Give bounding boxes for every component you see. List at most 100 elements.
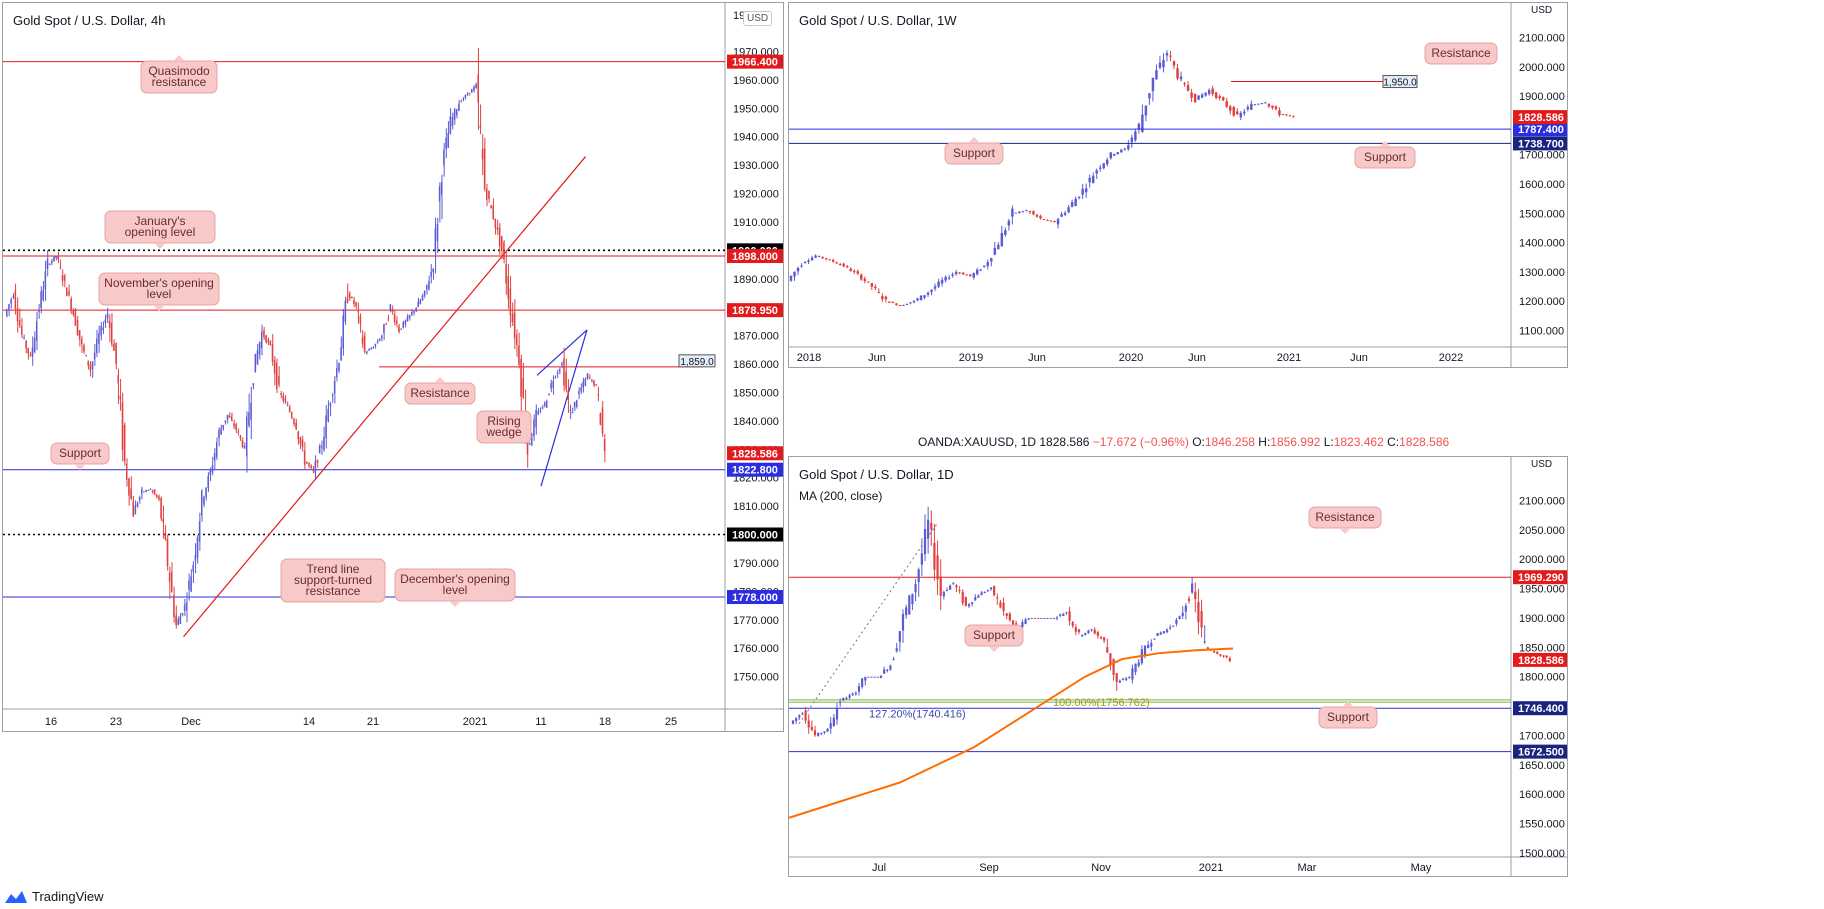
d1-candle	[1121, 679, 1125, 681]
h4-candle	[246, 416, 248, 457]
annotation-resistance: Resistance	[1431, 46, 1491, 60]
h4-candle	[188, 580, 190, 590]
x-tick-label: Nov	[1091, 862, 1111, 874]
h4-candle	[271, 344, 274, 362]
h4-candle	[453, 109, 456, 120]
w1-candle	[902, 304, 905, 306]
h4-candle	[327, 408, 329, 422]
h4-candle	[194, 555, 197, 561]
h4-candle	[449, 116, 452, 134]
h4-candle	[117, 375, 119, 384]
annotation-resistance: Resistance	[410, 386, 470, 400]
w1-candle	[895, 303, 898, 306]
d1-candle	[949, 585, 952, 590]
h4-candle	[70, 298, 72, 311]
w1-candle	[1014, 212, 1018, 214]
y-tick-label: 2050.000	[1519, 525, 1565, 537]
h4-candle	[389, 304, 392, 310]
d1-candle	[873, 676, 876, 678]
annotation-support-bottom-pointer	[1342, 701, 1354, 707]
d1-candle	[958, 590, 961, 592]
level-price-tag: 1969.290	[1518, 572, 1564, 584]
w1-candle	[874, 286, 877, 289]
h4-candle	[66, 287, 68, 297]
w1-candle	[1257, 103, 1260, 105]
h4-candle	[490, 205, 492, 209]
currency-badge[interactable]: USD	[743, 11, 773, 26]
d1-candle	[961, 591, 964, 603]
d1-candle	[911, 593, 914, 605]
ma-indicator-label[interactable]: MA (200, close)	[799, 489, 883, 503]
h4-candle	[111, 322, 113, 345]
h4-candle	[224, 420, 227, 423]
d1-candle	[1159, 632, 1162, 635]
w1-candle	[1056, 219, 1060, 225]
h4-candle	[552, 381, 554, 388]
w1-candle	[1074, 198, 1077, 207]
h4-candle	[543, 402, 546, 406]
chart-1w[interactable]: USD 1100.000 1200.000 1300.000 1400.000 1500.…	[788, 2, 1568, 368]
chart-1d[interactable]: USD 1500.000 1550.000 1600.000 1650.000 1700.…	[788, 456, 1568, 877]
h4-candle	[243, 445, 246, 448]
h4-candle	[138, 496, 141, 501]
d1-candle	[798, 715, 801, 718]
w1-candle	[828, 259, 831, 261]
h4-candle	[267, 339, 269, 343]
w1-candle	[810, 257, 814, 261]
support-price-tag-bg	[1513, 136, 1567, 151]
h4-candle	[466, 94, 469, 96]
h4-candle	[261, 331, 263, 349]
w1-candle	[912, 300, 916, 303]
annotation-rising-wedge: Rising	[487, 414, 520, 428]
w1-candle	[1218, 96, 1221, 99]
h4-candle	[366, 351, 368, 354]
chart-4h[interactable]: 1750.0001760.0001770.0001780.0001790.000…	[2, 2, 784, 732]
d1-candle	[1030, 617, 1033, 619]
h4-candle	[102, 327, 104, 331]
footer-brand[interactable]: TradingView	[4, 889, 104, 904]
x-tick-label: 2021	[1199, 862, 1223, 874]
w1-candle	[919, 295, 923, 301]
h4-candle	[213, 453, 216, 461]
d1-candle	[1153, 638, 1156, 640]
h4-candle	[460, 101, 462, 103]
annotation-support-pointer	[74, 464, 86, 470]
annotation-support-mid-pointer	[988, 646, 1000, 652]
annotation-support-right: Support	[1364, 150, 1407, 164]
d1-candle	[1068, 611, 1071, 621]
d1-candle	[1077, 629, 1081, 632]
chart-1d-title: Gold Spot / U.S. Dollar, 1D	[799, 467, 954, 482]
h4-candle	[441, 181, 443, 196]
level-price-tag: 1778.000	[732, 592, 778, 604]
wedge-upper-line	[536, 329, 588, 376]
h4-candle	[153, 490, 156, 495]
w1-candle	[1288, 115, 1292, 117]
h4-candle	[374, 343, 377, 347]
chart-1w-canvas[interactable]: USD 1100.000 1200.000 1300.000 1400.000 1500.…	[789, 3, 1568, 368]
h4-candle	[96, 338, 98, 354]
d1-candle	[993, 586, 996, 596]
d1-candle	[826, 728, 829, 732]
w1-candle	[1095, 170, 1098, 174]
w1-candle	[842, 263, 845, 267]
h4-candle	[554, 377, 557, 379]
chart-1w-title: Gold Spot / U.S. Dollar, 1W	[799, 13, 957, 28]
h4-candle	[393, 314, 396, 323]
annotation-resistance: Resistance	[1315, 510, 1375, 524]
annotation-january-open: opening level	[125, 225, 196, 239]
d1-candle	[1049, 617, 1052, 619]
x-tick-label: 14	[303, 716, 315, 728]
y-tick-label: 1850.000	[733, 387, 779, 399]
d1-candle	[1093, 629, 1096, 634]
h4-candle	[36, 321, 38, 341]
w1-candle	[803, 262, 807, 264]
chart-1d-canvas[interactable]: USD 1500.000 1550.000 1600.000 1650.000 1700.…	[789, 457, 1568, 877]
w1-candle	[807, 260, 810, 263]
chart-4h-canvas[interactable]: 1750.0001760.0001770.0001780.0001790.000…	[3, 3, 784, 732]
h4-candle	[599, 413, 602, 425]
h4-candle	[426, 284, 428, 290]
annotation-november-open-pointer	[153, 305, 165, 311]
d1-candle	[879, 675, 883, 679]
w1-candle	[821, 256, 824, 259]
w1-candle	[1239, 112, 1243, 118]
